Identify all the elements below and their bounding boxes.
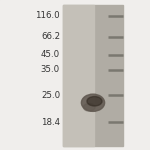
Text: 35.0: 35.0 [41, 65, 60, 74]
Text: 45.0: 45.0 [41, 50, 60, 59]
Text: 66.2: 66.2 [41, 32, 60, 41]
Ellipse shape [83, 103, 95, 111]
Text: 25.0: 25.0 [41, 91, 60, 100]
Ellipse shape [87, 96, 102, 106]
Bar [123, 0, 150, 150]
Text: 18.4: 18.4 [41, 118, 60, 127]
Text: 116.0: 116.0 [35, 11, 60, 20]
Ellipse shape [81, 94, 105, 111]
Bar [63, 4, 94, 146]
Bar [63, 4, 123, 146]
